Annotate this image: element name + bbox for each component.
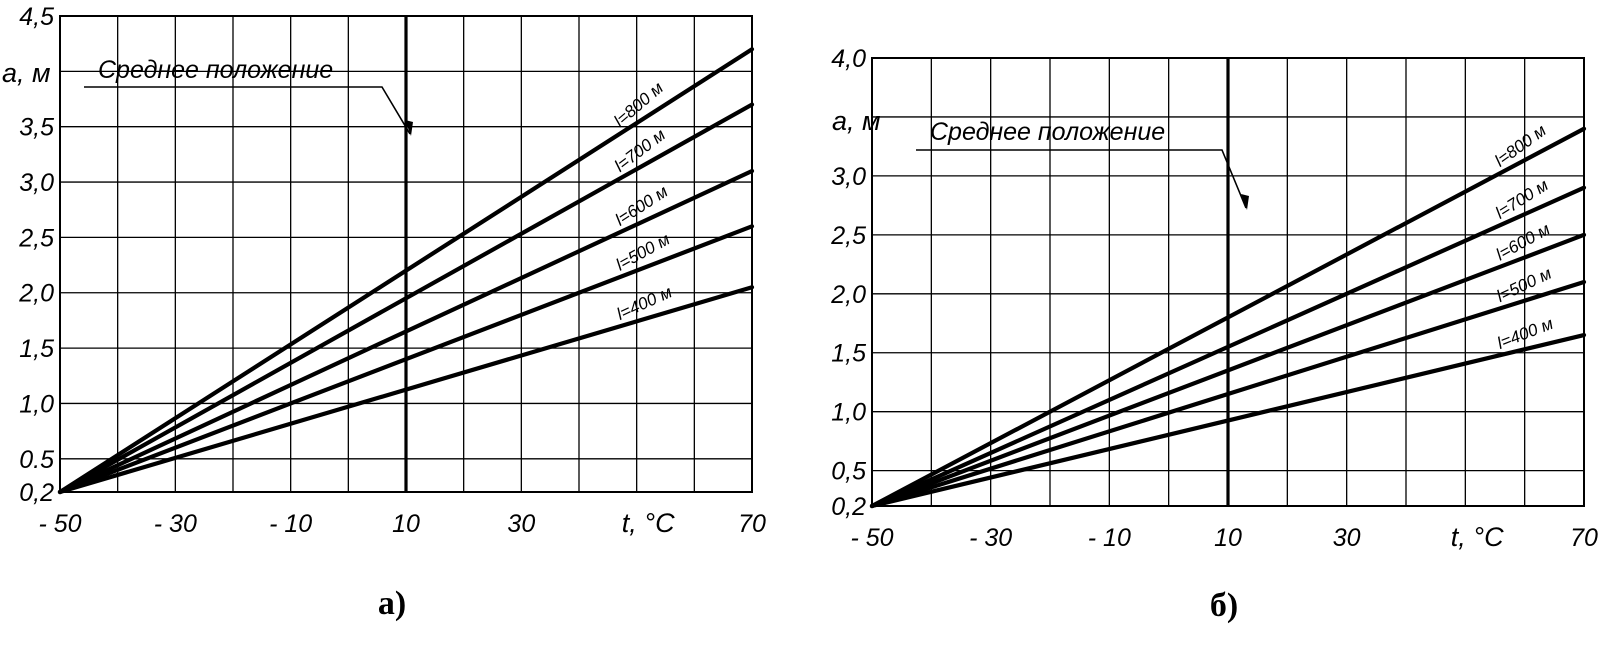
annotation-arrowhead [405,120,413,136]
x-axis-label: t, °C [1451,522,1504,552]
panel-label: б) [1210,587,1238,624]
y-tick-label: 1,5 [831,340,866,368]
x-tick-label: 70 [1570,524,1598,552]
y-tick-label: 2,0 [830,281,866,309]
mean-position-annotation: Среднее положение [98,56,333,84]
annotation-arrowhead [1241,194,1249,210]
y-tick-label: 0.5 [19,446,54,474]
y-axis-label: a, м [2,58,51,88]
x-tick-label: - 30 [969,524,1012,552]
y-tick-label: 3,5 [19,114,54,142]
y-tick-label: 1,0 [19,390,54,418]
series-line-3 [869,232,1587,509]
x-tick-label: - 10 [1088,524,1131,552]
annotation-leader [84,86,411,135]
y-tick-label: 1,5 [19,335,54,363]
mean-position-annotation: Среднее положение [930,118,1165,146]
y-tick-label: 0,2 [831,493,866,521]
x-tick-label: 10 [392,510,420,538]
y-tick-label: 3,0 [831,163,866,191]
chart-panel-a: l=800 мl=700 мl=600 мl=500 мl=400 м0,20.… [2,3,766,622]
series-line-4 [57,224,755,495]
y-axis-label: a, м [832,106,881,136]
chart-panel-b: l=800 мl=700 мl=600 мl=500 мl=400 м0,20,… [830,45,1598,624]
panel-label: а) [378,585,406,622]
y-tick-label: 0,5 [831,458,866,486]
y-tick-label: 0,2 [19,479,54,507]
series-line-5 [57,285,755,495]
x-tick-label: - 30 [154,510,197,538]
annotation-leader [916,149,1247,209]
y-tick-label: 2,0 [18,280,54,308]
x-tick-label: 10 [1214,524,1242,552]
x-tick-label: 70 [738,510,766,538]
series-line-3 [57,168,755,495]
series-line-4 [869,279,1587,509]
x-tick-label: - 50 [850,524,893,552]
x-tick-label: - 10 [269,510,312,538]
x-tick-label: 30 [507,510,535,538]
y-tick-label: 3,0 [19,169,54,197]
series-line-1 [57,47,755,495]
series-line-2 [869,185,1587,509]
series-line-5 [869,332,1587,509]
y-tick-label: 2,5 [18,224,54,252]
x-tick-label: 30 [1333,524,1361,552]
y-tick-label: 1,0 [831,399,866,427]
y-tick-label: 2,5 [830,222,866,250]
x-axis-label: t, °C [622,508,675,538]
x-tick-label: - 50 [38,510,81,538]
y-tick-label: 4,0 [831,45,866,73]
y-tick-label: 4,5 [19,3,54,31]
series-line-1 [869,126,1587,509]
series-line-2 [57,102,755,495]
